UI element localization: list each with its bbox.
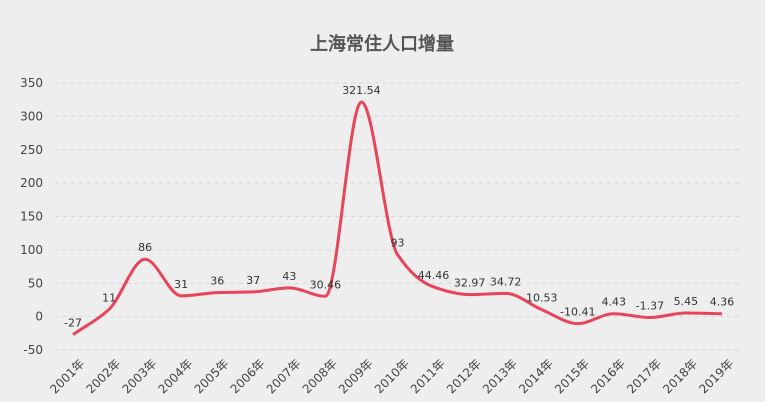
data-label: 10.53 <box>526 292 558 305</box>
x-tick-label: 2001年 <box>47 356 87 396</box>
data-label: 44.46 <box>418 269 450 282</box>
y-axis: -50 0 50 100 150 200 250 300 350 <box>20 76 43 357</box>
y-tick-label: 150 <box>20 210 43 224</box>
y-tick-label: 250 <box>20 143 43 157</box>
data-label: 11 <box>102 291 116 304</box>
data-label: 30.46 <box>310 278 342 291</box>
data-label: 36 <box>210 275 224 288</box>
data-label: -1.37 <box>636 300 664 313</box>
data-label: 34.72 <box>490 275 522 288</box>
grid <box>55 82 740 351</box>
x-tick-label: 2018年 <box>660 356 700 396</box>
data-label: 4.36 <box>710 296 735 309</box>
x-tick-label: 2019年 <box>696 356 736 396</box>
x-axis: 2001年2002年2003年2004年2005年2006年2007年2008年… <box>47 356 736 396</box>
x-tick-label: 2009年 <box>336 356 376 396</box>
y-tick-label: 200 <box>20 176 43 190</box>
data-label: 86 <box>138 241 152 254</box>
y-tick-label: 50 <box>28 276 43 290</box>
data-label: 321.54 <box>342 84 381 97</box>
x-tick-label: 2017年 <box>624 356 664 396</box>
x-tick-label: 2012年 <box>444 356 484 396</box>
data-labels: -27 11 86 31 36 37 43 30.46 321.54 93 44.46 32.97 34… <box>64 84 734 330</box>
x-tick-label: 2005年 <box>192 356 232 396</box>
x-tick-label: 2014年 <box>516 356 556 396</box>
y-tick-label: 0 <box>35 310 43 324</box>
y-tick-label: 100 <box>20 243 43 257</box>
series-line-path <box>72 100 723 336</box>
y-tick-label: 300 <box>20 109 43 123</box>
data-label: 93 <box>391 237 405 250</box>
x-tick-label: 2006年 <box>228 356 268 396</box>
data-label: -27 <box>64 317 82 330</box>
series-line <box>72 100 723 336</box>
data-label: 5.45 <box>674 295 699 308</box>
data-label: 32.97 <box>454 277 486 290</box>
x-tick-label: 2015年 <box>552 356 592 396</box>
y-tick-label: -50 <box>23 343 43 357</box>
x-tick-label: 2008年 <box>300 356 340 396</box>
x-tick-label: 2013年 <box>480 356 520 396</box>
data-label: 43 <box>282 270 296 283</box>
y-tick-label: 350 <box>20 76 43 90</box>
x-tick-label: 2004年 <box>156 356 196 396</box>
x-tick-label: 2007年 <box>264 356 304 396</box>
x-tick-label: 2003年 <box>119 356 159 396</box>
data-label: 4.43 <box>602 296 627 309</box>
data-label: -10.41 <box>560 306 595 319</box>
x-tick-label: 2016年 <box>588 356 628 396</box>
chart-title: 上海常住人口增量 <box>310 33 454 55</box>
data-label: 31 <box>174 278 188 291</box>
x-tick-label: 2011年 <box>408 356 448 396</box>
x-tick-label: 2010年 <box>372 356 412 396</box>
x-tick-label: 2002年 <box>83 356 123 396</box>
data-label: 37 <box>246 274 260 287</box>
